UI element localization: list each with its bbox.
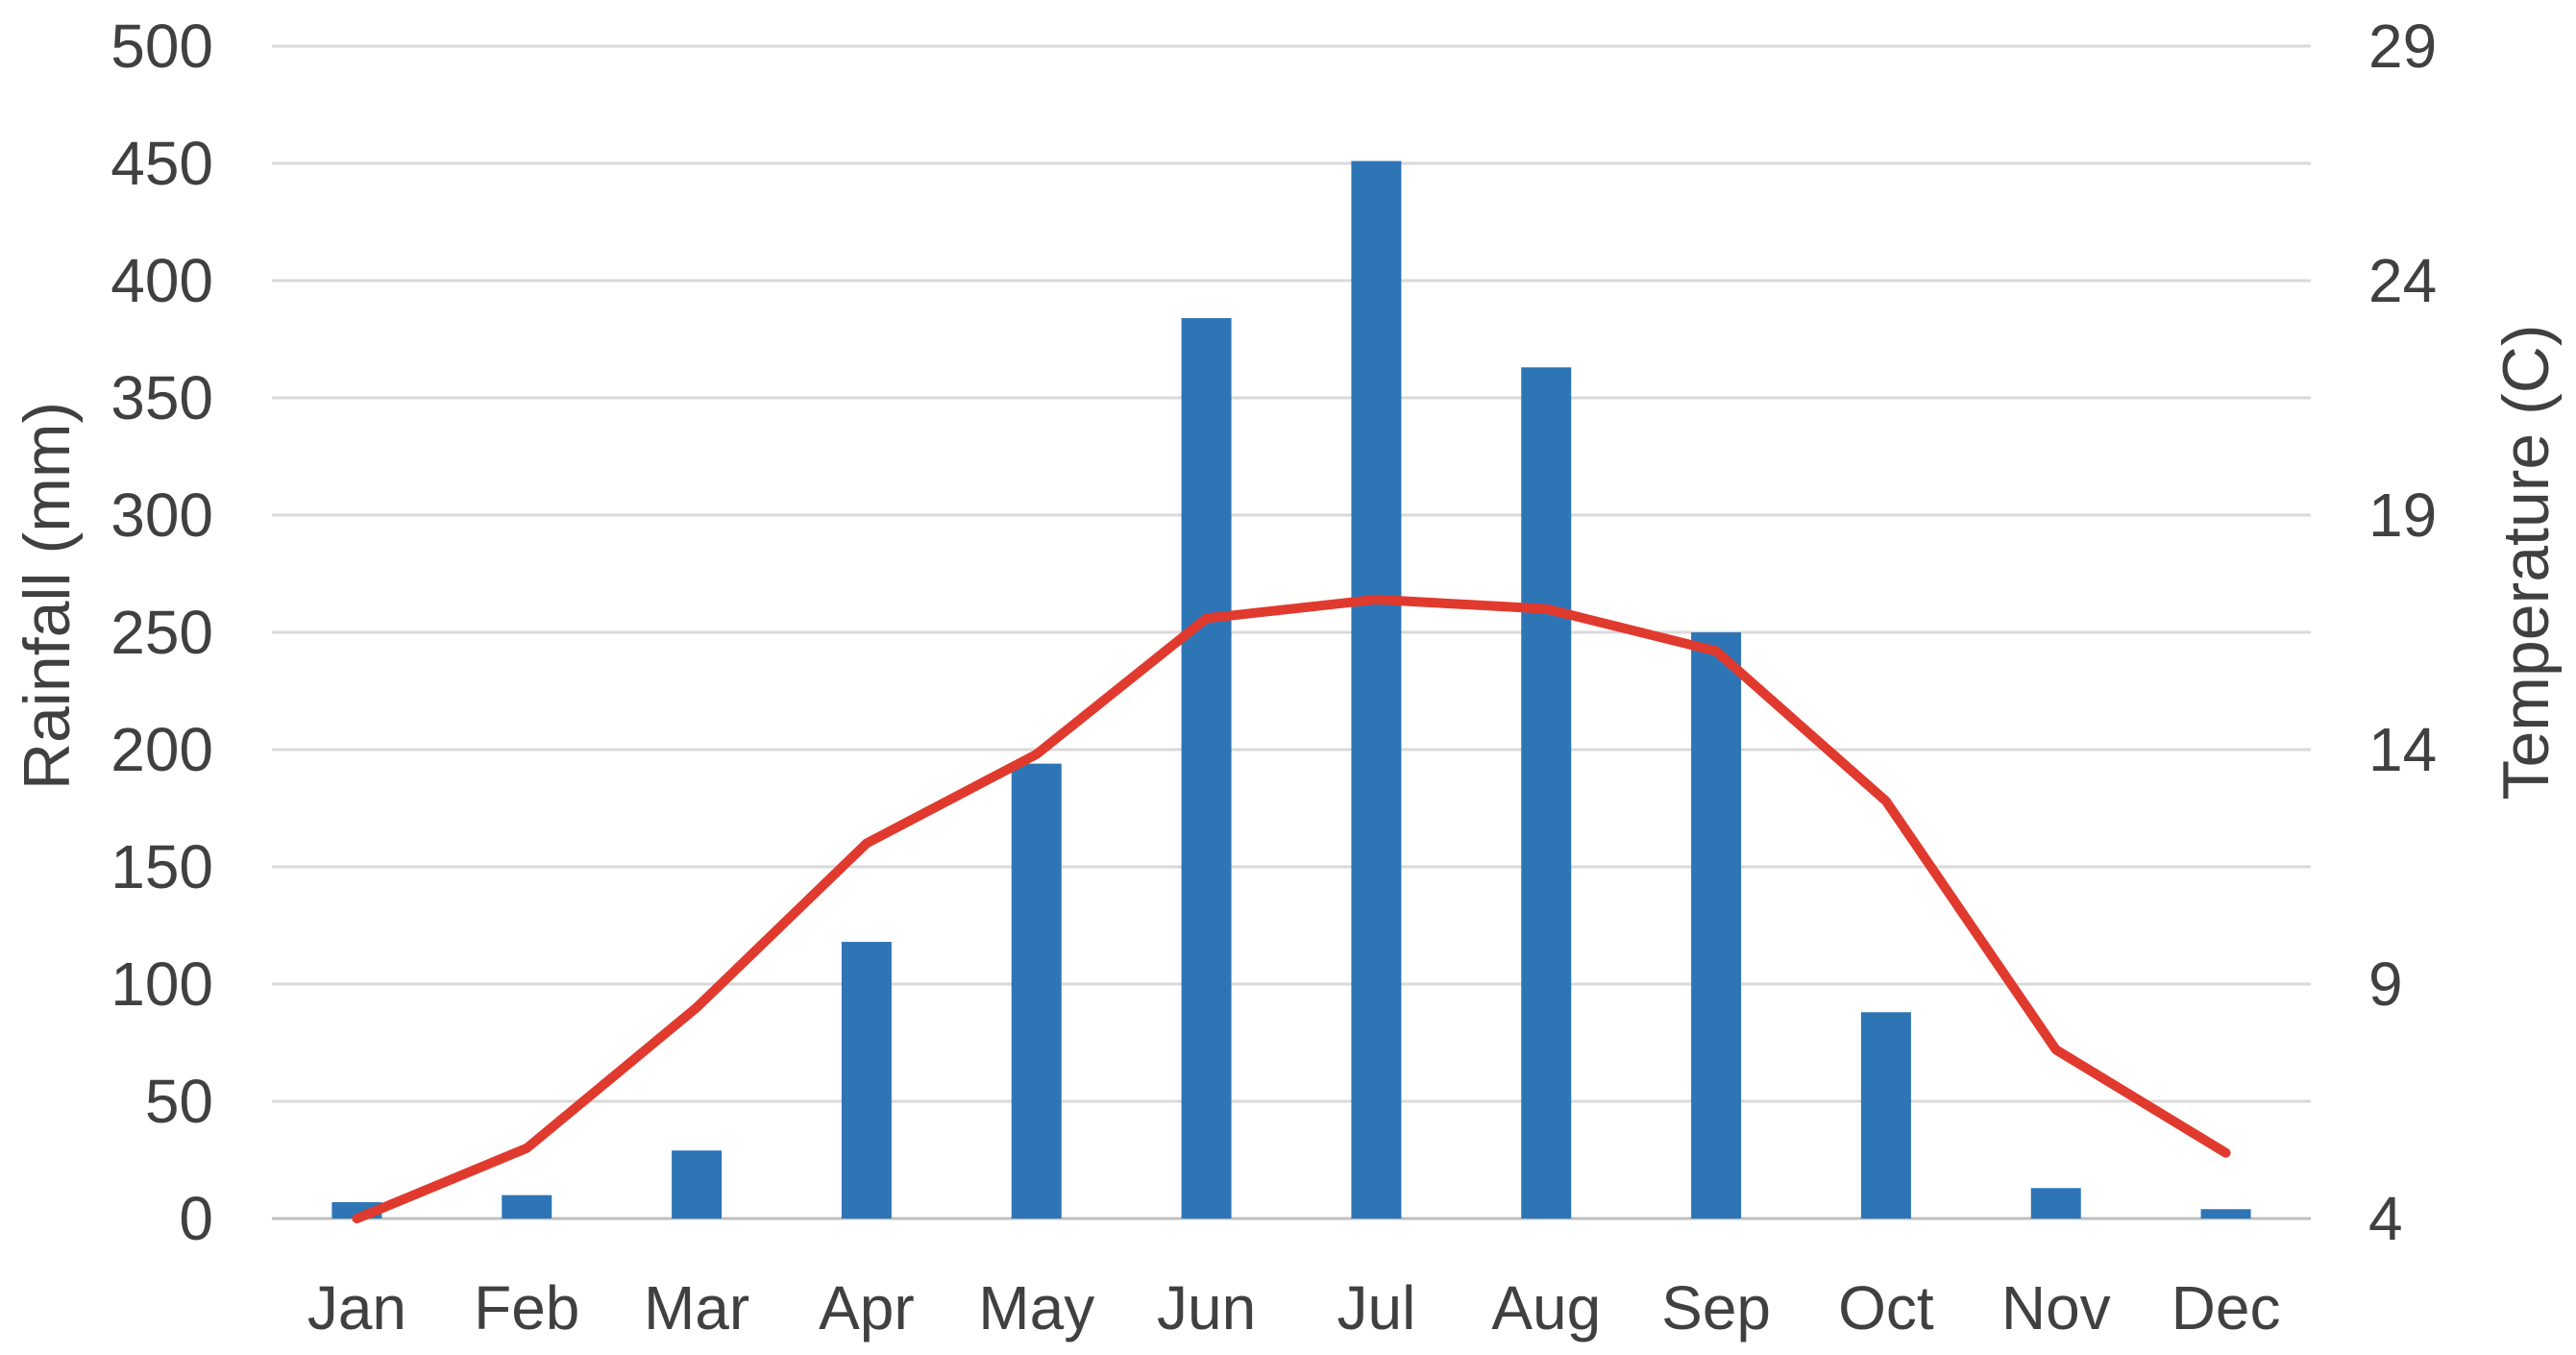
right-axis-tick-9: 9 — [2368, 949, 2403, 1019]
left-axis-tick-100: 100 — [110, 949, 213, 1019]
bar-Jun — [1181, 318, 1232, 1219]
bar-Mar — [672, 1150, 723, 1219]
x-axis-month-labels: Jan Feb Mar Apr May Jun Jul Aug Sep Oct Nov Dec — [307, 1273, 2281, 1343]
rainfall-bars — [331, 160, 2251, 1219]
right-axis-tick-19: 19 — [2368, 480, 2437, 550]
x-axis-label-Oct: Oct — [1838, 1273, 1934, 1343]
bar-Feb — [502, 1195, 552, 1219]
bar-Oct — [1860, 1012, 1911, 1219]
bar-Sep — [1691, 632, 1742, 1219]
right-axis-tick-14: 14 — [2368, 715, 2437, 784]
x-axis-label-Mar: Mar — [644, 1273, 749, 1343]
x-axis-label-Jan: Jan — [307, 1273, 406, 1343]
right-axis-tick-4: 4 — [2368, 1184, 2403, 1253]
gridlines — [272, 44, 2311, 1220]
left-axis-title: Rainfall (mm) — [11, 402, 84, 790]
left-axis-tick-0: 0 — [179, 1184, 213, 1253]
x-axis-label-Nov: Nov — [2001, 1273, 2111, 1343]
temperature-line — [352, 594, 2231, 1223]
x-axis-label-Sep: Sep — [1661, 1273, 1771, 1343]
right-axis-tick-labels: 29 24 19 14 9 4 — [2368, 12, 2437, 1253]
left-axis-tick-350: 350 — [110, 363, 213, 432]
left-axis-tick-200: 200 — [110, 715, 213, 784]
bar-Dec — [2200, 1209, 2251, 1219]
left-axis-tick-250: 250 — [110, 598, 213, 667]
x-axis-label-Dec: Dec — [2171, 1273, 2281, 1343]
bar-Jul — [1351, 160, 1402, 1219]
x-axis-label-May: May — [978, 1273, 1094, 1343]
left-axis-tick-450: 450 — [110, 129, 213, 198]
left-axis-tick-300: 300 — [110, 480, 213, 550]
left-axis-tick-50: 50 — [145, 1067, 213, 1136]
x-axis-label-Apr: Apr — [819, 1273, 915, 1343]
left-axis-tick-400: 400 — [110, 246, 213, 315]
x-axis-label-Jun: Jun — [1157, 1273, 1256, 1343]
x-axis-label-Jul: Jul — [1337, 1273, 1416, 1343]
bar-Apr — [841, 942, 892, 1219]
left-axis-tick-500: 500 — [110, 12, 213, 81]
bar-Aug — [1521, 367, 1572, 1219]
right-axis-tick-29: 29 — [2368, 12, 2437, 81]
right-axis-tick-24: 24 — [2368, 246, 2437, 315]
bar-Nov — [2030, 1188, 2081, 1219]
right-axis-title: Temperature (C) — [2490, 324, 2563, 800]
bar-May — [1011, 763, 1062, 1219]
x-axis-label-Aug: Aug — [1491, 1273, 1601, 1343]
left-axis-tick-150: 150 — [110, 832, 213, 901]
x-axis-label-Feb: Feb — [474, 1273, 579, 1343]
